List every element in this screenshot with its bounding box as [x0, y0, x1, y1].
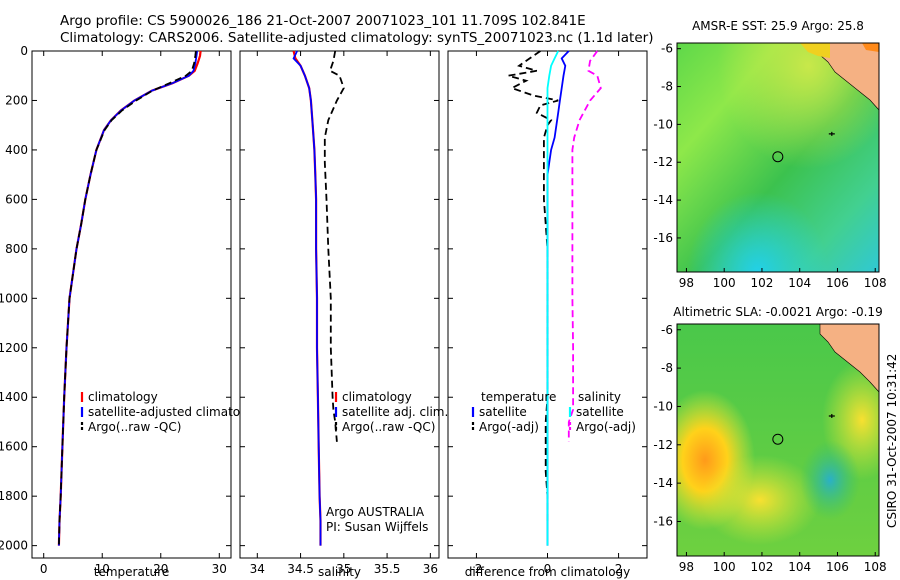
argo-position-marker [772, 151, 784, 163]
y-tick-label: 2000 [0, 539, 28, 553]
coastal-hot-water [862, 43, 879, 52]
x-tick-label: 102 [751, 560, 774, 574]
christmas-island [828, 131, 835, 136]
series-line [58, 50, 197, 546]
java-coast-land [819, 324, 879, 393]
x-tick-label: -2 [470, 562, 482, 576]
y-tick-label: -8 [661, 361, 673, 375]
x-tick-label: 20 [153, 562, 168, 576]
x-axis-label: difference from climatology [465, 565, 631, 579]
map-title: AMSR-E SST: 25.9 Argo: 25.8 [692, 19, 864, 33]
y-tick-label: -16 [653, 514, 673, 528]
legend-label: satellite adj. clim. [342, 405, 448, 419]
x-tick-label: 108 [864, 276, 887, 290]
series-line [292, 50, 322, 546]
legend-label: satellite-adjusted climatology [88, 405, 266, 419]
sla-high-anomaly-2 [700, 455, 820, 545]
legend-label: Argo(-adj) [576, 420, 636, 434]
x-tick-label: 108 [864, 560, 887, 574]
x-tick-label: 102 [751, 276, 774, 290]
y-tick-label: -10 [653, 117, 673, 131]
y-tick-label: 1000 [0, 291, 28, 305]
y-tick-label: 400 [5, 143, 28, 157]
x-tick-label: 98 [679, 276, 694, 290]
annotation-text: PI: Susan Wijffels [326, 520, 428, 534]
y-tick-label: -6 [661, 323, 673, 337]
x-tick-label: 35 [336, 562, 351, 576]
legend-group-title: salinity [578, 390, 621, 404]
series-line [546, 50, 560, 546]
coastal-warm-water [800, 43, 830, 58]
x-tick-label: 106 [826, 276, 849, 290]
java-coast-land [819, 43, 879, 111]
x-axis-label: salinity [318, 565, 361, 579]
x-tick-label: 2 [615, 562, 623, 576]
x-tick-label: 34 [250, 562, 265, 576]
sst-map: AMSR-E SST: 25.9 Argo: 25.8 98 100 102 104 10… [653, 19, 886, 290]
x-tick-label: 100 [713, 276, 736, 290]
x-tick-label: 106 [826, 560, 849, 574]
x-axis-label: temperature [94, 565, 169, 579]
x-tick-label: 30 [212, 562, 227, 576]
legend-label: Argo(..raw -QC) [88, 420, 181, 434]
map-title: Altimetric SLA: -0.0021 Argo: -0.19 [673, 305, 882, 319]
y-tick-label: -14 [653, 193, 673, 207]
y-tick-label: 0 [20, 44, 28, 58]
x-tick-label: 35.5 [374, 562, 401, 576]
christmas-island [828, 414, 835, 419]
y-tick-label: 1800 [0, 489, 28, 503]
y-tick-label: 1400 [0, 390, 28, 404]
legend-label: Argo(..raw -QC) [342, 420, 435, 434]
header-line-1: Argo profile: CS 5900026_186 21-Oct-2007… [60, 13, 586, 29]
profile-panel-2: 34 34.5 35 35.5 36 salinity climatologysatelli… [239, 50, 448, 579]
y-tick-label: -12 [653, 438, 673, 452]
y-tick-label: -6 [661, 42, 673, 56]
legend-label: climatology [88, 390, 158, 404]
legend-group-title: temperature [481, 390, 556, 404]
x-tick-label: 104 [788, 276, 811, 290]
sla-low-anomaly [800, 440, 860, 520]
x-tick-label: 104 [788, 560, 811, 574]
y-tick-label: -16 [653, 231, 673, 245]
annotation-text: Argo AUSTRALIA [326, 505, 425, 519]
x-tick-label: 10 [95, 562, 110, 576]
sst-cool-patch [677, 43, 879, 272]
x-tick-label: 100 [713, 560, 736, 574]
series-line [58, 50, 198, 546]
plot-frame [239, 50, 440, 559]
y-tick-label: -12 [653, 155, 673, 169]
argo-position-marker [772, 433, 784, 445]
plot-frame [31, 50, 232, 559]
x-tick-label: 34.5 [287, 562, 314, 576]
x-tick-label: 98 [679, 560, 694, 574]
y-tick-label: -10 [653, 399, 673, 413]
y-tick-label: 800 [5, 242, 28, 256]
y-tick-label: -14 [653, 476, 673, 490]
y-tick-label: 200 [5, 93, 28, 107]
x-tick-label: 36 [423, 562, 438, 576]
y-tick-label: 1200 [0, 341, 28, 355]
y-tick-label: 1600 [0, 440, 28, 454]
legend-label: climatology [342, 390, 412, 404]
header-line-2: Climatology: CARS2006. Satellite-adjuste… [60, 30, 653, 46]
legend-label: Argo(-adj) [479, 420, 539, 434]
side-stamp: CSIRO 31-Oct-2007 10:31:42 [885, 354, 899, 528]
map-frame [676, 323, 880, 557]
x-tick-label: 0 [40, 562, 48, 576]
profile-panel-1: 0 10 20 30 0 200 400 600 800 1000 1200 1400 1600 1800… [0, 44, 266, 579]
sla-map: Altimetric SLA: -0.0021 Argo: -0.19 98 100… [653, 305, 887, 574]
x-tick-label: 0 [544, 562, 552, 576]
legend-label: satellite [479, 405, 527, 419]
legend-label: satellite [576, 405, 624, 419]
series-line [508, 50, 559, 521]
y-tick-label: -8 [661, 80, 673, 94]
map-frame [676, 42, 880, 273]
y-tick-label: 600 [5, 192, 28, 206]
